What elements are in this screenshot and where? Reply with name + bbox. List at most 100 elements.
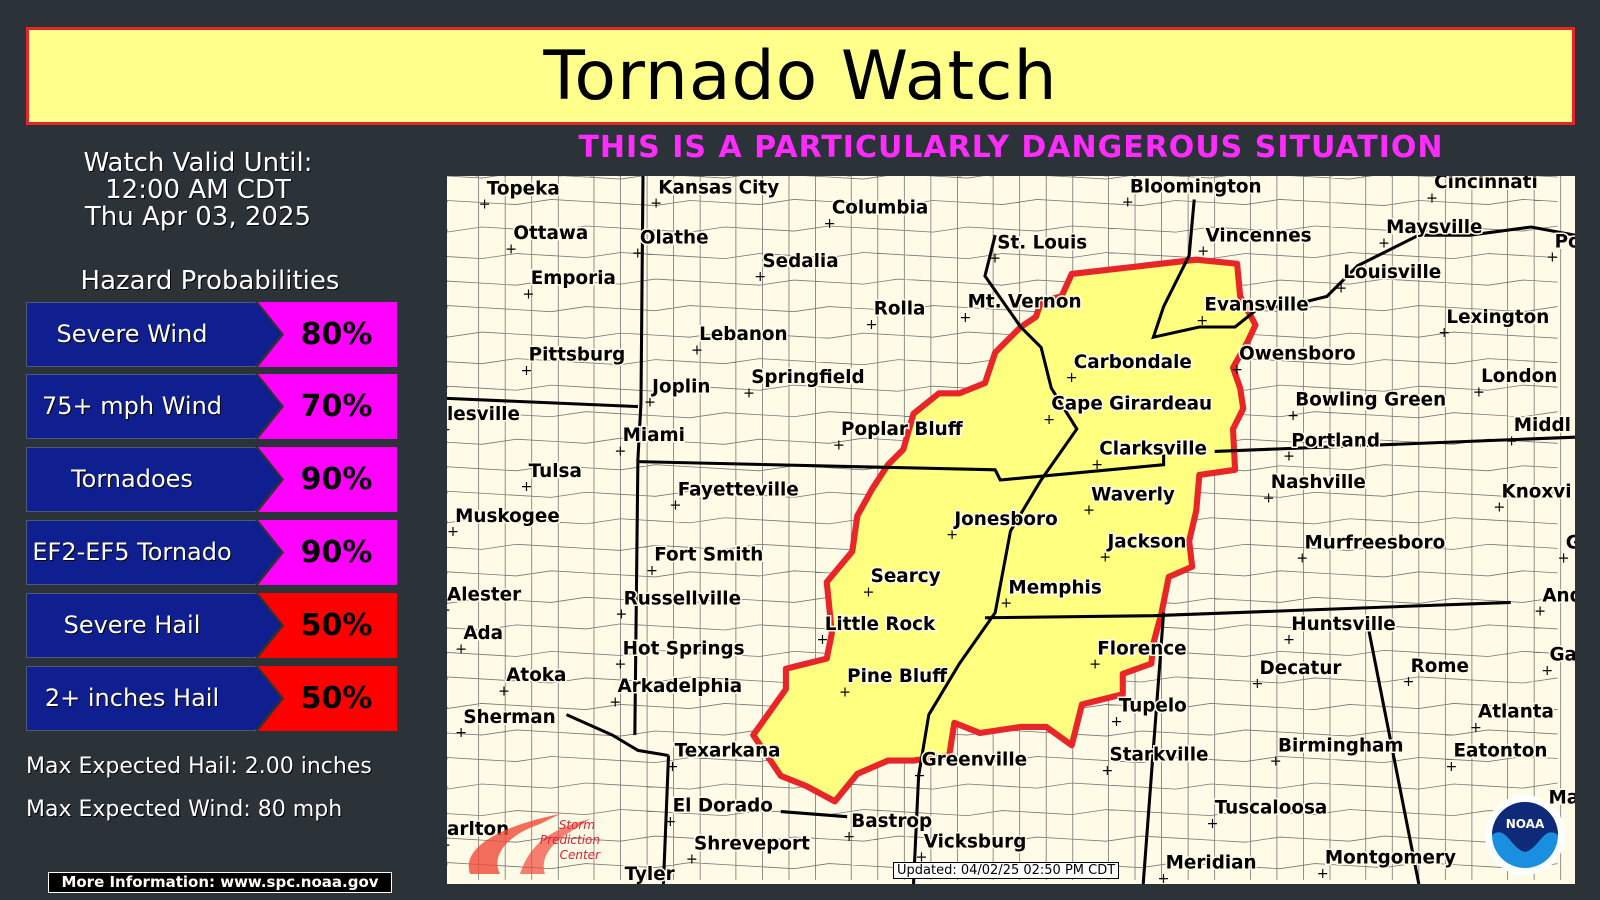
city-label: Mt. Vernon <box>968 292 1082 313</box>
city-marker: + <box>686 852 698 868</box>
city-label: Cape Girardeau <box>1051 394 1212 415</box>
city-label: Fort Smith <box>654 545 763 566</box>
city-marker: + <box>609 694 621 710</box>
noaa-logo: NOAA <box>1485 795 1565 875</box>
city-marker: + <box>1541 663 1553 679</box>
city-marker: + <box>614 444 626 460</box>
city-marker: + <box>1470 720 1482 736</box>
max-hail: Max Expected Hail: 2.00 inches <box>26 754 372 779</box>
city-marker: + <box>866 317 878 333</box>
city-marker: + <box>1000 596 1012 612</box>
city-label: Tupelo <box>1119 696 1187 717</box>
city-label: Decatur <box>1260 658 1342 679</box>
city-marker: + <box>1296 551 1308 567</box>
city-label: Eatonton <box>1454 740 1548 761</box>
city-marker: + <box>1099 550 1111 566</box>
city-marker: + <box>1287 408 1299 424</box>
city-marker: + <box>666 759 678 775</box>
city-labels: + Topeka + Kansas City + Columbia + Bloomington… <box>447 176 1575 884</box>
city-label: Hot Springs <box>623 638 745 659</box>
city-label: Bastrop <box>851 811 932 832</box>
watch-area <box>750 256 1259 805</box>
page-title: Tornado Watch <box>543 36 1058 116</box>
city-label: Memphis <box>1008 577 1101 598</box>
city-label: Pine Bluff <box>847 666 948 687</box>
hazard-value: 50% <box>258 666 397 731</box>
city-label: Cincinnati <box>1434 176 1538 193</box>
hazard-value: 80% <box>258 302 397 367</box>
city-marker: + <box>1283 449 1295 465</box>
city-marker: + <box>650 196 662 212</box>
city-marker: + <box>1546 250 1558 266</box>
city-marker: + <box>691 343 703 359</box>
city-label: Russellville <box>624 588 741 609</box>
city-label: Texarkana <box>675 740 781 761</box>
updated-timestamp: Updated: 04/02/25 02:50 PM CDT <box>893 862 1120 879</box>
hazard-title: Hazard Probabilities <box>80 266 340 296</box>
city-marker: + <box>989 251 1001 267</box>
city-label: Gaine <box>1549 645 1575 666</box>
city-marker: + <box>754 269 766 285</box>
city-label: Poplar Bluff <box>841 419 964 440</box>
city-marker: + <box>505 242 517 258</box>
hazard-row: Severe Hail 50% <box>26 593 397 658</box>
city-marker: + <box>670 498 682 514</box>
city-label: El Dorado <box>673 796 773 817</box>
city-label: Evansville <box>1204 295 1308 316</box>
pds-banner: THIS IS A PARTICULARLY DANGEROUS SITUATI… <box>578 130 1444 165</box>
city-marker: + <box>1335 280 1347 296</box>
hazard-row: EF2-EF5 Tornado 90% <box>26 520 397 585</box>
city-marker: + <box>632 246 644 262</box>
city-label: Ottawa <box>513 223 588 244</box>
city-marker: + <box>1426 191 1438 207</box>
hazard-row: 75+ mph Wind 70% <box>26 374 397 439</box>
city-label: Searcy <box>871 566 941 587</box>
city-marker: + <box>664 814 676 830</box>
city-marker: + <box>1506 433 1518 449</box>
svg-text:Center: Center <box>560 848 601 862</box>
city-marker: + <box>1445 759 1457 775</box>
city-label: Tulsa <box>529 461 582 482</box>
city-label: Maysville <box>1386 217 1482 238</box>
city-label: Portland <box>1291 430 1380 451</box>
hazard-label: Tornadoes <box>26 447 256 512</box>
city-marker: + <box>1534 604 1546 620</box>
city-marker: + <box>916 850 928 866</box>
hazard-row: 2+ inches Hail 50% <box>26 666 397 731</box>
city-label: Columbia <box>832 198 928 219</box>
city-marker: + <box>1206 816 1218 832</box>
city-label: lesville <box>447 404 520 425</box>
city-label: Lebanon <box>699 324 787 345</box>
city-label: Olathe <box>640 227 709 248</box>
city-label: London <box>1481 366 1557 387</box>
city-label: Po <box>1555 231 1575 252</box>
city-marker: + <box>862 584 874 600</box>
city-label: Murfreesboro <box>1304 532 1445 553</box>
city-marker: + <box>646 563 658 579</box>
city-marker: + <box>833 437 845 453</box>
city-marker: + <box>447 422 451 438</box>
city-marker: + <box>946 527 958 543</box>
city-label: Atlanta <box>1478 702 1554 723</box>
city-marker: + <box>1251 676 1263 692</box>
valid-time: 12:00 AM CDT <box>105 175 291 205</box>
watch-map: + Topeka + Kansas City + Columbia + Bloomington… <box>447 176 1575 884</box>
city-marker: + <box>1493 500 1505 516</box>
city-marker: + <box>520 479 532 495</box>
city-marker: + <box>1402 674 1414 690</box>
hazard-row: Severe Wind 80% <box>26 302 397 367</box>
city-label: Huntsville <box>1291 614 1396 635</box>
city-marker: + <box>1196 313 1208 329</box>
city-marker: + <box>959 310 971 326</box>
city-label: Pittsburg <box>529 345 626 366</box>
city-marker: + <box>455 725 467 741</box>
city-label: Waverly <box>1091 484 1175 505</box>
city-marker: + <box>914 768 926 784</box>
city-label: Owensboro <box>1239 344 1355 365</box>
city-label: Shreveport <box>694 833 810 854</box>
city-label: Jonesboro <box>952 509 1057 530</box>
watch-valid-block: Watch Valid Until: 12:00 AM CDT Thu Apr … <box>20 150 376 231</box>
more-info-link[interactable]: More Information: www.spc.noaa.gov <box>48 872 392 893</box>
city-marker: + <box>1091 457 1103 473</box>
city-label: Louisville <box>1343 262 1441 283</box>
